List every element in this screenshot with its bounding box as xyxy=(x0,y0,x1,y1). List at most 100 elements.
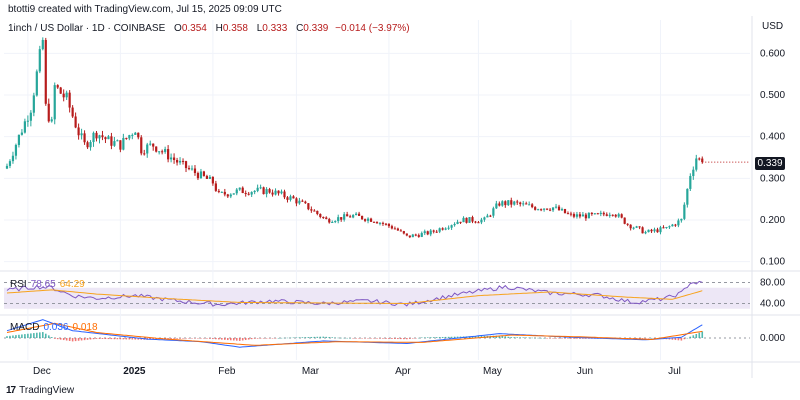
candle-body xyxy=(369,218,373,222)
candle-body xyxy=(11,155,15,162)
macd-histogram-bar xyxy=(244,338,247,341)
macd-histogram-bar xyxy=(576,338,578,339)
macd-histogram-bar xyxy=(92,338,95,340)
candle-body xyxy=(444,228,447,230)
macd-histogram-bar xyxy=(373,338,375,339)
macd-histogram-bar xyxy=(543,337,545,339)
rsi-tick-label: 80.00 xyxy=(760,278,785,289)
candle-body xyxy=(253,190,256,193)
macd-histogram-bar xyxy=(328,337,331,338)
rsi-legend[interactable]: RSI 78.65 64.29 xyxy=(10,279,85,290)
symbol-title[interactable]: 1inch / US Dollar · 1D · COINBASE xyxy=(8,23,166,34)
price-axis-title[interactable]: USD xyxy=(762,21,784,32)
macd-histogram-bar xyxy=(450,336,453,338)
macd-histogram-bar xyxy=(182,338,184,339)
signal-value: 0.018 xyxy=(72,322,98,333)
candle-body xyxy=(349,216,352,218)
macd-histogram-bar xyxy=(209,338,211,339)
candle-body xyxy=(301,200,304,202)
candle-body xyxy=(20,132,24,135)
macd-histogram-bar xyxy=(441,336,444,338)
macd-histogram-bar xyxy=(122,338,125,340)
candle-body xyxy=(668,226,671,228)
candle-body xyxy=(360,215,364,220)
candle-body xyxy=(265,189,268,195)
candle-body xyxy=(659,227,662,233)
macd-histogram-bar xyxy=(137,338,140,340)
candle-body xyxy=(140,137,143,154)
candle-body xyxy=(537,209,540,211)
macd-histogram-bar xyxy=(59,338,62,340)
macd-histogram-bar xyxy=(50,337,53,338)
candle-body xyxy=(489,215,492,217)
candle-body xyxy=(566,213,570,215)
candle-body xyxy=(56,85,59,88)
candle-body xyxy=(551,207,555,211)
macd-histogram-bar xyxy=(423,337,426,338)
candle-body xyxy=(74,116,77,128)
rsi-name: RSI xyxy=(10,279,27,290)
macd-histogram-bar xyxy=(9,335,11,338)
candle-body xyxy=(534,207,537,210)
macd-histogram-bar xyxy=(62,338,65,341)
candle-body xyxy=(372,221,376,223)
macd-histogram-bar xyxy=(558,338,560,339)
time-axis-label: Jun xyxy=(577,366,593,377)
macd-histogram-bar xyxy=(304,337,307,338)
macd-histogram-bar xyxy=(698,332,701,338)
macd-histogram-bar xyxy=(447,336,450,338)
macd-histogram-bar xyxy=(406,338,408,340)
footer-branding[interactable]: 17 TradingView xyxy=(6,385,74,396)
macd-value: 0.036 xyxy=(43,322,69,333)
macd-histogram-bar xyxy=(471,336,474,338)
macd-histogram-bar xyxy=(495,335,498,338)
macd-histogram-bar xyxy=(444,336,447,338)
candle-body xyxy=(247,193,250,195)
candle-body xyxy=(196,173,200,179)
candle-body xyxy=(146,144,149,154)
candle-body xyxy=(59,87,62,94)
current-price-tag: 0.339 xyxy=(755,157,785,170)
candle-body xyxy=(548,209,552,211)
macd-histogram-bar xyxy=(540,337,542,339)
price-tick-label: 0.200 xyxy=(760,215,785,226)
macd-histogram-bar xyxy=(573,338,575,339)
open-label: O xyxy=(174,23,182,34)
candle-body xyxy=(528,204,531,206)
macd-legend[interactable]: MACD 0.036 0.018 xyxy=(10,322,98,333)
macd-histogram-bar xyxy=(564,338,566,339)
macd-histogram-bar xyxy=(653,338,656,339)
macd-histogram-bar xyxy=(295,337,298,338)
candle-body xyxy=(211,176,214,184)
candle-body xyxy=(441,228,444,230)
macd-histogram-bar xyxy=(238,338,241,341)
candle-body xyxy=(581,214,584,217)
macd-histogram-bar xyxy=(119,338,122,340)
macd-histogram-bar xyxy=(414,338,417,339)
candle-body xyxy=(95,132,98,139)
candle-body xyxy=(432,230,435,232)
macd-histogram-bar xyxy=(561,338,563,339)
macd-histogram-bar xyxy=(292,337,295,339)
macd-histogram-bar xyxy=(232,338,235,341)
candle-body xyxy=(426,231,429,235)
macd-histogram-bar xyxy=(361,338,363,339)
candle-body xyxy=(417,235,420,237)
time-axis-label: May xyxy=(483,366,502,377)
macd-histogram-bar xyxy=(107,338,110,340)
macd-histogram-bar xyxy=(403,338,405,340)
macd-histogram-bar xyxy=(95,338,98,339)
price-tick-label: 0.100 xyxy=(760,257,785,268)
macd-histogram-bar xyxy=(256,338,259,339)
macd-histogram-bar xyxy=(412,338,414,339)
macd-histogram-bar xyxy=(346,337,348,339)
candle-body xyxy=(50,119,53,122)
candle-body xyxy=(71,107,74,117)
low-value: 0.333 xyxy=(262,23,288,34)
macd-histogram-bar xyxy=(235,338,238,341)
macd-histogram-bar xyxy=(307,337,310,338)
candle-body xyxy=(175,160,179,163)
macd-histogram-bar xyxy=(101,338,104,339)
macd-histogram-bar xyxy=(33,333,35,338)
